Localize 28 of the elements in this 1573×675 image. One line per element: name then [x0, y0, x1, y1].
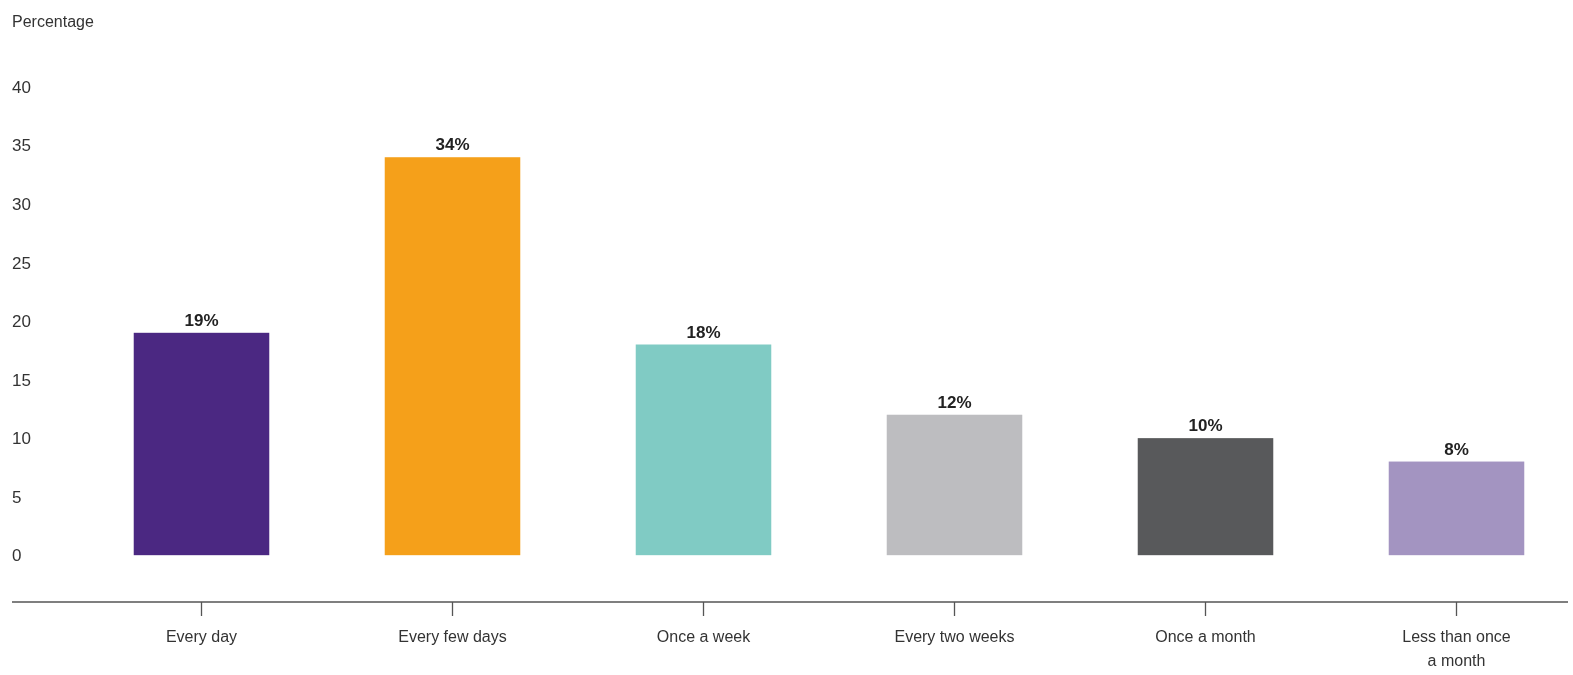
data-label: 34%: [435, 135, 470, 155]
y-tick-label: 30: [12, 195, 31, 214]
data-label: 18%: [686, 322, 721, 342]
y-tick-label: 20: [12, 312, 31, 332]
y-tick-label: 25: [12, 253, 31, 273]
bar: [133, 332, 270, 556]
x-tick-label: Every two weeks: [894, 628, 1015, 645]
bar: [886, 414, 1023, 556]
data-label: 19%: [184, 310, 219, 330]
data-label: 12%: [937, 392, 972, 412]
y-tick-label: 5: [12, 487, 22, 507]
y-axis-title: Percentage: [12, 13, 94, 30]
y-tick-label: 10: [12, 429, 31, 449]
y-tick-label: 0: [12, 546, 22, 566]
x-tick-label: Every day: [165, 628, 238, 645]
bar: [1388, 461, 1525, 556]
x-tick-label: Less than once a month: [1402, 628, 1511, 669]
bar: [1137, 438, 1274, 556]
y-tick-label: 15: [12, 370, 31, 390]
x-tick-label: Every few days: [398, 628, 507, 645]
bar: [635, 344, 772, 556]
y-tick-label: 40: [12, 77, 31, 97]
data-label: 8%: [1444, 439, 1469, 459]
bar: [384, 157, 521, 556]
x-tick-label: Once a month: [1155, 628, 1256, 645]
x-tick-label: Once a week: [656, 628, 752, 645]
y-tick-label: 35: [12, 136, 31, 156]
data-label: 10%: [1188, 416, 1223, 436]
